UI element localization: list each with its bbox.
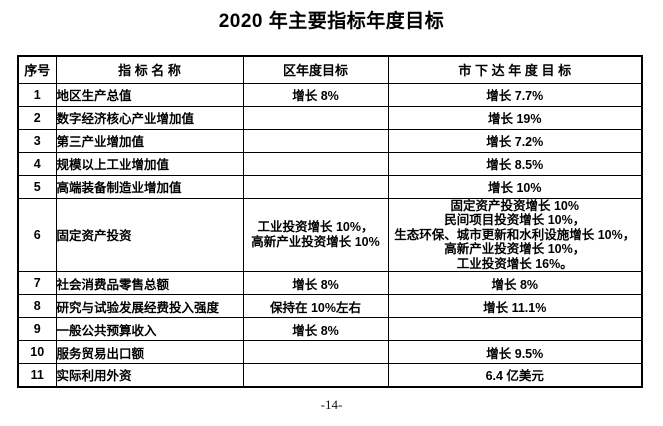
cell-no: 7: [17, 271, 57, 295]
table-header-row: 序号 指 标 名 称 区年度目标 市 下 达 年 度 目 标: [17, 55, 643, 84]
table-row: 10 服务贸易出口额 增长 9.5%: [17, 340, 643, 364]
cell-indicator-name: 高端装备制造业增加值: [55, 174, 244, 199]
cell-district-target: 增长 8%: [242, 317, 389, 341]
cell-city-target: 增长 11.1%: [387, 294, 643, 318]
page-number: -14-: [320, 396, 343, 412]
cell-no: 9: [17, 317, 57, 341]
table-row: 4 规模以上工业增加值 增长 8.5%: [17, 151, 643, 176]
cell-no: 5: [17, 174, 57, 199]
cell-no: 2: [17, 105, 57, 130]
cell-city-target: 增长 8.5%: [387, 151, 643, 176]
cell-city-target: 增长 7.7%: [387, 82, 643, 107]
cell-city-target: 增长 10%: [387, 174, 643, 199]
indicator-targets-table: 序号 指 标 名 称 区年度目标 市 下 达 年 度 目 标 1 地区生产总值 …: [17, 55, 643, 388]
cell-district-target: 工业投资增长 10%， 高新产业投资增长 10%: [242, 197, 389, 272]
cell-district-target: [242, 151, 389, 176]
cell-district-target: 增长 8%: [242, 82, 389, 107]
cell-indicator-name: 研究与试验发展经费投入强度: [55, 294, 244, 318]
cell-indicator-name: 服务贸易出口额: [55, 340, 244, 364]
cell-indicator-name: 第三产业增加值: [55, 128, 244, 153]
cell-city-target: [387, 317, 643, 341]
cell-district-target: [242, 340, 389, 364]
table-row: 9 一般公共预算收入 增长 8%: [17, 317, 643, 341]
table-row: 11 实际利用外资 6.4 亿美元: [17, 363, 643, 387]
header-no: 序号: [17, 55, 57, 84]
cell-district-target: [242, 174, 389, 199]
cell-city-target: 增长 19%: [387, 105, 643, 130]
table-row: 1 地区生产总值 增长 8% 增长 7.7%: [17, 82, 643, 107]
cell-no: 1: [17, 82, 57, 107]
cell-indicator-name: 实际利用外资: [55, 363, 244, 387]
cell-indicator-name: 规模以上工业增加值: [55, 151, 244, 176]
table-row: 2 数字经济核心产业增加值 增长 19%: [17, 105, 643, 130]
cell-district-target: [242, 128, 389, 153]
cell-indicator-name: 一般公共预算收入: [55, 317, 244, 341]
cell-district-target: 保持在 10%左右: [242, 294, 389, 318]
cell-no: 6: [17, 197, 57, 272]
cell-no: 10: [17, 340, 57, 364]
header-indicator-name: 指 标 名 称: [55, 55, 244, 84]
cell-district-target: 增长 8%: [242, 271, 389, 295]
page-title: 2020 年主要指标年度目标: [218, 11, 445, 32]
cell-no: 3: [17, 128, 57, 153]
cell-indicator-name: 社会消费品零售总额: [55, 271, 244, 295]
cell-no: 8: [17, 294, 57, 318]
cell-city-target: 增长 8%: [387, 271, 643, 295]
cell-indicator-name: 数字经济核心产业增加值: [55, 105, 244, 130]
cell-no: 11: [17, 363, 57, 387]
cell-indicator-name: 地区生产总值: [55, 82, 244, 107]
cell-city-target: 增长 7.2%: [387, 128, 643, 153]
cell-city-target: 增长 9.5%: [387, 340, 643, 364]
cell-district-target: [242, 105, 389, 130]
table-row: 5 高端装备制造业增加值 增长 10%: [17, 174, 643, 199]
header-city-target: 市 下 达 年 度 目 标: [387, 55, 643, 84]
district-target-lines: 工业投资增长 10%， 高新产业投资增长 10%: [251, 220, 380, 249]
table-row: 7 社会消费品零售总额 增长 8% 增长 8%: [17, 271, 643, 295]
cell-city-target: 固定资产投资增长 10% 民间项目投资增长 10%， 生态环保、城市更新和水利设…: [387, 197, 643, 272]
header-district-target: 区年度目标: [242, 55, 389, 84]
city-target-lines: 固定资产投资增长 10% 民间项目投资增长 10%， 生态环保、城市更新和水利设…: [394, 198, 636, 271]
table-row: 3 第三产业增加值 增长 7.2%: [17, 128, 643, 153]
cell-indicator-name: 固定资产投资: [55, 197, 244, 272]
table-row: 6 固定资产投资 工业投资增长 10%， 高新产业投资增长 10% 固定资产投资…: [17, 197, 643, 272]
cell-no: 4: [17, 151, 57, 176]
cell-district-target: [242, 363, 389, 387]
cell-city-target: 6.4 亿美元: [387, 363, 643, 387]
table-row: 8 研究与试验发展经费投入强度 保持在 10%左右 增长 11.1%: [17, 294, 643, 318]
